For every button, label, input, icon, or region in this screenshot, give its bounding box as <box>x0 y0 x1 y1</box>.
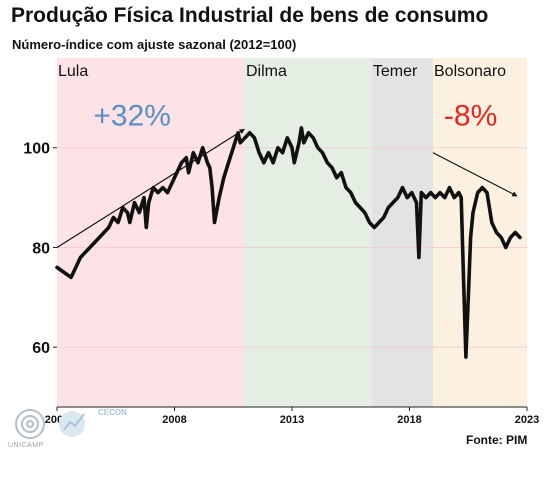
period-band-lula <box>57 58 245 407</box>
change-annotation: -8% <box>444 99 497 132</box>
series-lines <box>55 126 522 359</box>
x-tick-label: 2008 <box>162 414 186 426</box>
x-tick-label: 2023 <box>515 414 539 426</box>
chart-subtitle: Número-índice com ajuste sazonal (2012=1… <box>12 37 297 52</box>
period-label: Temer <box>373 63 418 80</box>
x-tick-label: 2013 <box>280 414 304 426</box>
y-tick-label: 80 <box>32 240 50 257</box>
period-band-dilma <box>245 58 372 407</box>
trend-arrow <box>432 152 518 197</box>
unicamp-logo: UNICAMP <box>8 406 52 452</box>
unicamp-logo-text: UNICAMP <box>8 442 44 449</box>
period-label: Lula <box>58 63 88 80</box>
period-label: Dilma <box>246 63 287 80</box>
period-band-bolsonaro <box>433 58 527 407</box>
series-line <box>55 126 522 359</box>
period-labels: Lula Dilma Temer Bolsonaro <box>58 63 506 80</box>
annotations: +32% -8% <box>93 99 497 132</box>
period-label: Bolsonaro <box>434 63 506 80</box>
period-bands <box>57 58 527 407</box>
unicamp-logo-icon <box>15 409 45 439</box>
y-tick-label: 60 <box>32 340 50 357</box>
y-tick-label: 100 <box>23 141 50 158</box>
trend-arrows <box>56 128 518 248</box>
x-tick-label: 2018 <box>397 414 421 426</box>
source-note: Fonte: PIM <box>466 433 528 447</box>
cecon-logo: CECON <box>58 406 138 446</box>
chart-title: Produção Física Industrial de bens de co… <box>11 4 489 27</box>
cecon-logo-icon <box>59 411 85 437</box>
period-band-temer <box>371 58 433 407</box>
cecon-logo-text: CECON <box>98 408 127 417</box>
change-annotation: +32% <box>93 99 171 132</box>
trend-arrow <box>56 128 245 248</box>
